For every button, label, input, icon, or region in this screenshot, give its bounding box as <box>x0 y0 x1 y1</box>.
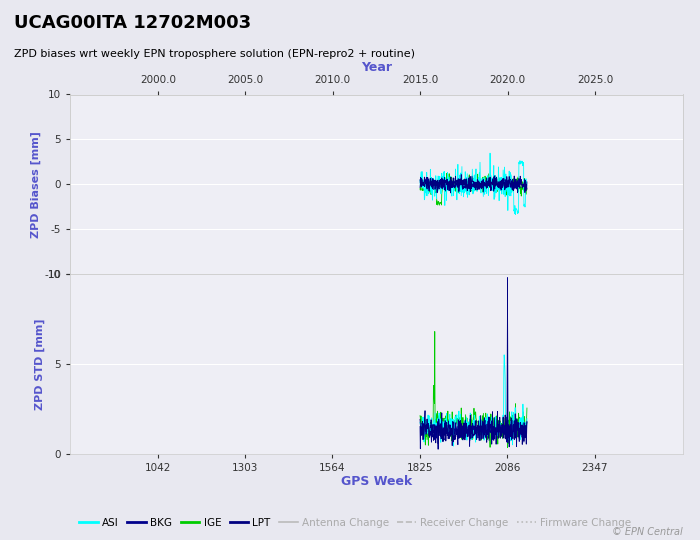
Text: UCAG00ITA 12702M003: UCAG00ITA 12702M003 <box>14 14 251 31</box>
Y-axis label: ZPD Biases [mm]: ZPD Biases [mm] <box>31 131 41 238</box>
Y-axis label: ZPD STD [mm]: ZPD STD [mm] <box>35 318 45 409</box>
Text: ZPD biases wrt weekly EPN troposphere solution (EPN-repro2 + routine): ZPD biases wrt weekly EPN troposphere so… <box>14 49 415 59</box>
X-axis label: GPS Week: GPS Week <box>341 475 412 488</box>
Text: © EPN Central: © EPN Central <box>612 527 682 537</box>
Legend: ASI, BKG, IGE, LPT, Antenna Change, Receiver Change, Firmware Change: ASI, BKG, IGE, LPT, Antenna Change, Rece… <box>75 514 635 532</box>
X-axis label: Year: Year <box>360 62 392 75</box>
